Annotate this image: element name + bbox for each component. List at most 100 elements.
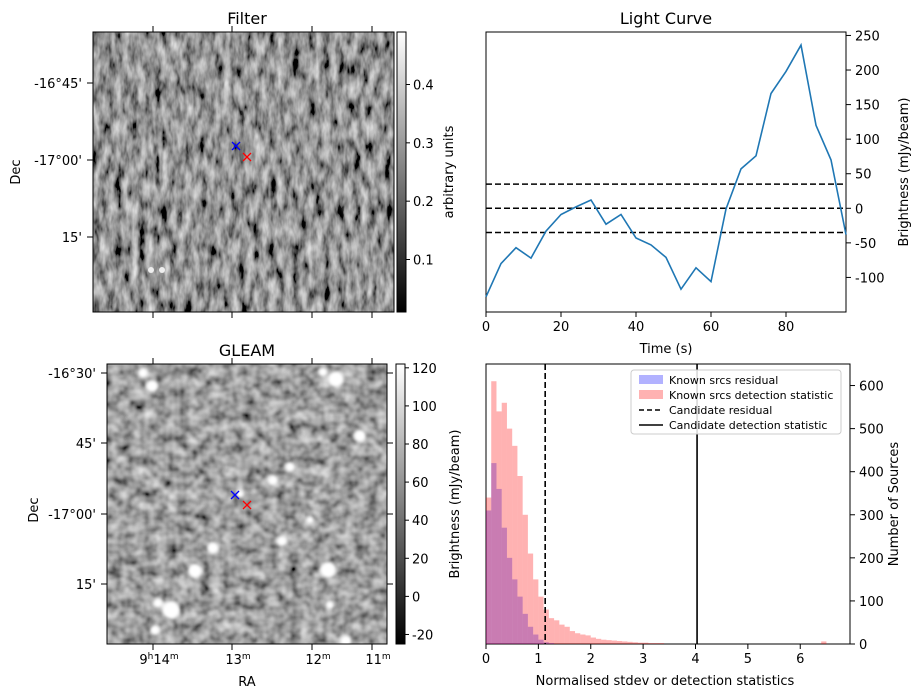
gleam-title: GLEAM — [219, 341, 275, 360]
residual-histogram-bar — [501, 527, 507, 644]
histogram-xtick-label: 4 — [691, 652, 699, 667]
lightcurve-xtick-label: 80 — [778, 320, 795, 335]
histogram-axes — [485, 363, 851, 645]
gleam-panel: GLEAM — [27, 341, 463, 690]
detection-histogram-bar — [543, 609, 549, 644]
lightcurve-ytick-label: 250 — [855, 29, 880, 44]
residual-histogram-bar — [543, 642, 549, 644]
histogram-ytick-label: 0 — [859, 638, 867, 653]
detection-histogram-bar — [527, 553, 534, 644]
detection-histogram-bar — [648, 643, 654, 644]
lightcurve-xlabel: Time (s) — [639, 342, 693, 357]
detection-histogram-bar — [554, 620, 560, 644]
lightcurve-ytick-label: 50 — [855, 168, 872, 183]
filter-image — [93, 32, 394, 312]
histogram-xtick-label: 0 — [482, 652, 490, 667]
lightcurve-ytick-label: -100 — [855, 271, 885, 286]
detection-histogram-bar — [637, 642, 644, 644]
detection-histogram-bar — [517, 476, 523, 644]
detection-histogram-bar — [501, 402, 507, 644]
gleam-ylabel: Dec — [27, 497, 42, 522]
gleam-ytick-label: 15' — [76, 578, 96, 593]
histogram-ytick-label: 300 — [859, 509, 884, 524]
lightcurve-series-line — [485, 42, 847, 298]
detection-histogram-bar — [580, 634, 586, 644]
gleam-xlabel: RA — [238, 675, 256, 690]
gleam-xtick-label: 12m — [305, 652, 330, 668]
red-x-marker — [242, 500, 252, 510]
detection-histogram-bar — [569, 631, 576, 644]
histogram-ytick-label: 500 — [859, 423, 884, 438]
legend-label: Known srcs residual — [669, 374, 778, 387]
detection-histogram-bar — [653, 643, 659, 644]
gleam-colorbar-tick-label: 0 — [412, 590, 420, 605]
gleam-colorbar-tick-label: -20 — [412, 628, 433, 643]
residual-histogram-bar — [491, 463, 497, 644]
detection-histogram-bar — [658, 643, 665, 644]
histogram-ytick-label: 400 — [859, 466, 884, 481]
legend-swatch — [639, 375, 663, 384]
legend-label: Candidate residual — [669, 404, 772, 417]
filter-colorbar-tick-label: 0.1 — [413, 254, 434, 269]
detection-histogram-bar — [643, 642, 649, 644]
gleam-colorbar-tick-label: 20 — [412, 552, 429, 567]
residual-histogram-bar — [538, 639, 544, 644]
filter-ytick-label: -17°00' — [34, 154, 82, 169]
filter-ytick-label: 15' — [62, 231, 82, 246]
gleam-xtick-label: 9h14m — [139, 652, 178, 668]
detection-histogram-bar — [585, 635, 591, 644]
histogram-panel: 0 1 2 3 4 5 6 0 100 200 300 400 500 600 Known srcs r… — [482, 363, 902, 689]
filter-colorbar-tick-label: 0.4 — [413, 79, 434, 94]
histogram-xlabel: Normalised stdev or detection statistics — [536, 674, 795, 689]
lightcurve-ytick-label: 0 — [855, 202, 863, 217]
legend-swatch — [639, 390, 663, 399]
legend-label: Known srcs detection statistic — [669, 389, 833, 402]
lightcurve-ytick-label: 200 — [855, 64, 880, 79]
residual-histogram-bar — [522, 613, 528, 644]
residual-histogram-bar — [506, 557, 513, 644]
histogram-xtick-label: 5 — [744, 652, 752, 667]
lightcurve-ylabel: Brightness (mJy/beam) — [897, 98, 912, 247]
filter-ylabel: Dec — [9, 159, 24, 184]
filter-ytick-label: -16°45' — [34, 77, 82, 92]
gleam-xtick-label: 13m — [225, 652, 250, 668]
filter-colorbar — [396, 31, 407, 313]
histogram-ylabel: Number of Sources — [887, 442, 902, 567]
gleam-colorbar-tick-label: 100 — [412, 400, 437, 415]
detection-histogram-bar — [601, 639, 607, 644]
detection-histogram-bar — [575, 633, 581, 644]
lightcurve-xtick-label: 60 — [703, 320, 720, 335]
gleam-ytick-label: -16°30' — [48, 367, 96, 382]
detection-histogram-bar — [821, 641, 827, 644]
histogram-xtick-label: 2 — [587, 652, 595, 667]
histogram-xtick-label: 3 — [639, 652, 647, 667]
detection-histogram-bar — [538, 596, 544, 644]
detection-histogram-bar — [590, 637, 596, 644]
gleam-colorbar-tick-label: 60 — [412, 476, 429, 491]
filter-title: Filter — [227, 9, 267, 28]
gleam-ytick-label: -17°00' — [48, 508, 96, 523]
detection-histogram-bar — [512, 445, 518, 644]
lightcurve-title: Light Curve — [620, 9, 712, 28]
histogram-xtick-label: 1 — [534, 652, 542, 667]
histogram-ytick-label: 600 — [859, 380, 884, 395]
residual-histogram-bar — [533, 634, 539, 644]
gleam-colorbar-label: Brightness (mJy/beam) — [448, 430, 463, 579]
gleam-colorbar — [395, 363, 406, 645]
lightcurve-xtick-label: 20 — [553, 320, 570, 335]
detection-histogram-bar — [496, 411, 502, 644]
detection-histogram-bar — [533, 579, 539, 644]
detection-histogram-bar — [506, 428, 513, 644]
gleam-colorbar-tick-label: 80 — [412, 438, 429, 453]
histogram-xtick-label: 6 — [796, 652, 804, 667]
gleam-image — [107, 364, 387, 644]
detection-histogram-bar — [522, 514, 528, 644]
lightcurve-ytick-label: 100 — [855, 133, 880, 148]
residual-histogram-bar — [496, 488, 502, 644]
lightcurve-axes — [485, 31, 847, 313]
detection-histogram-bar — [606, 640, 612, 644]
lightcurve-panel: Light Curve 0 20 40 60 80 -100 -50 0 50 100 150 20… — [482, 9, 912, 357]
detection-histogram-bar — [491, 381, 497, 644]
gleam-xtick-label: 11m — [365, 652, 390, 668]
